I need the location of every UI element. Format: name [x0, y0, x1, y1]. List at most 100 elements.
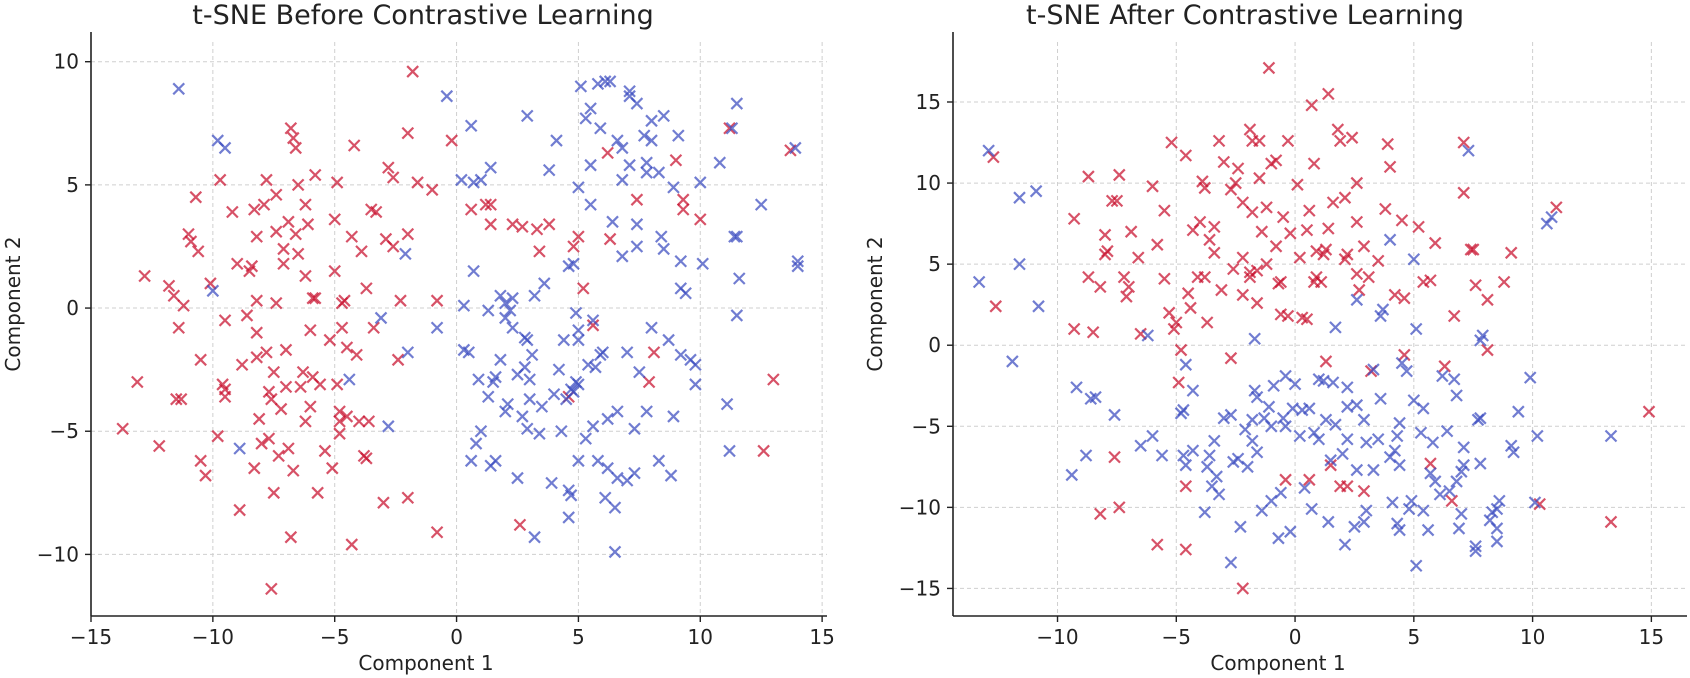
- left-plot-point-class_a: [411, 176, 424, 189]
- right-plot-point-class_a: [1398, 291, 1411, 305]
- left-plot-point-class_b: [206, 284, 220, 298]
- right-plot-point-class_b: [1407, 252, 1421, 266]
- left-plot-point-class_a: [347, 139, 361, 152]
- left-plot-y-tick-label: 5: [66, 173, 79, 197]
- right-plot-point-class_a: [1181, 287, 1195, 300]
- right-plot-point-class_b: [1507, 445, 1520, 459]
- left-plot-point-class_b: [481, 304, 495, 317]
- left-plot-point-class_b: [516, 410, 529, 423]
- left-plot-point-class_b: [674, 348, 688, 362]
- left-plot-point-class_b: [489, 454, 502, 468]
- left-plot-point-class_b: [584, 158, 597, 172]
- left-plot-point-class_b: [645, 321, 658, 335]
- left-plot-point-class_b: [489, 370, 502, 384]
- right-plot-point-class_b: [1250, 445, 1264, 459]
- left-plot-point-class_a: [304, 400, 317, 413]
- left-plot-point-class_a: [301, 218, 315, 231]
- right-plot-point-class_a: [1303, 204, 1316, 217]
- right-plot-point-class_b: [1367, 463, 1380, 477]
- left-plot-point-class_a: [313, 378, 327, 391]
- right-plot-point-class_a: [1198, 270, 1212, 284]
- left-plot-point-class_a: [260, 346, 273, 359]
- left-plot-point-class_a: [386, 171, 400, 184]
- left-plot-point-class_a: [542, 218, 556, 231]
- right-plot-point-class_a: [1457, 136, 1470, 149]
- right-plot-point-class_a: [1362, 270, 1375, 284]
- right-plot-point-class_b: [1474, 411, 1487, 425]
- right-plot-point-class_a: [1179, 149, 1193, 162]
- left-plot-point-class_a: [289, 227, 302, 241]
- right-plot-point-class_b: [1400, 364, 1413, 378]
- right-plot-point-class_b: [1341, 381, 1354, 394]
- left-plot-point-class_b: [623, 158, 636, 172]
- left-plot-point-class_b: [555, 424, 568, 438]
- left-plot-point-class_b: [630, 240, 644, 253]
- right-plot-point-class_a: [1146, 180, 1159, 193]
- left-plot-point-class_b: [542, 163, 556, 177]
- right-plot-point-class_b: [1274, 486, 1288, 500]
- right-plot-point-class_b: [1212, 488, 1226, 501]
- right-plot-point-class_b: [1198, 505, 1212, 519]
- right-plot-point-class_a: [1260, 257, 1273, 271]
- right-plot-point-class_a: [1067, 322, 1081, 336]
- left-plot-point-class_a: [267, 486, 281, 500]
- right-plot-point-class_a: [1108, 450, 1121, 464]
- right-plot-point-class_b: [1450, 389, 1463, 402]
- right-plot-point-class_b: [1383, 233, 1397, 247]
- left-plot-point-class_b: [696, 257, 709, 270]
- left-plot-point-class_a: [325, 461, 339, 475]
- left-plot-point-class_b: [791, 259, 805, 273]
- left-plot-point-class_b: [501, 397, 515, 411]
- left-plot-point-class_a: [152, 439, 166, 453]
- left-plot-point-class_b: [586, 314, 600, 327]
- left-plot-point-class_a: [282, 442, 295, 455]
- right-plot-point-class_a: [1310, 244, 1323, 258]
- right-plot-point-class_b: [1390, 429, 1404, 443]
- left-plot-point-class_a: [572, 230, 585, 243]
- left-plot-point-class_b: [603, 75, 617, 88]
- left-plot-point-class_a: [360, 452, 373, 465]
- right-plot-point-class_a: [1120, 290, 1133, 303]
- right-plot-point-class_b: [1523, 371, 1537, 384]
- left-plot-point-class_b: [374, 311, 388, 325]
- left-plot-point-class_a: [172, 321, 186, 335]
- left-plot-point-class_b: [720, 397, 734, 411]
- left-plot-point-class_a: [250, 230, 263, 243]
- right-plot-point-class_a: [1357, 484, 1371, 498]
- left-plot-point-class_a: [291, 178, 305, 192]
- left-plot-point-class_b: [586, 420, 600, 433]
- right-plot-point-class_b: [1250, 390, 1264, 404]
- right-plot-point-class_b: [1013, 191, 1026, 204]
- right-plot-point-class_a: [1255, 225, 1269, 238]
- right-plot-point-class_b: [1324, 454, 1337, 467]
- right-plot-point-class_a: [1229, 176, 1242, 190]
- left-plot-point-class_b: [462, 346, 476, 359]
- right-plot-point-class_a: [1262, 61, 1276, 75]
- left-plot-point-class_b: [674, 254, 688, 268]
- right-plot-point-class_b: [1006, 355, 1019, 368]
- left-plot-point-class_a: [345, 230, 359, 243]
- left-plot-point-class_a: [299, 269, 312, 283]
- right-plot-point-class_a: [1174, 343, 1188, 357]
- right-plot-point-class_b: [1417, 402, 1430, 415]
- right-plot-point-class_a: [1124, 225, 1138, 238]
- left-plot-point-class_b: [499, 311, 512, 325]
- right-plot-point-class_a: [1105, 194, 1119, 208]
- left-plot-point-class_b: [667, 181, 680, 194]
- left-plot-point-class_b: [511, 471, 524, 485]
- left-plot-point-class_a: [323, 333, 337, 347]
- left-plot-point-class_a: [204, 277, 217, 290]
- right-plot-point-class_b: [982, 144, 995, 157]
- right-plot-point-class_a: [1457, 186, 1470, 200]
- left-plot-point-class_b: [552, 363, 566, 376]
- right-plot-point-class_b: [1322, 515, 1335, 529]
- right-plot-point-class_a: [1466, 243, 1480, 256]
- right-plot-point-class_a: [1279, 473, 1292, 487]
- left-plot-point-class_a: [274, 402, 288, 416]
- right-plot-point-class_a: [1198, 181, 1212, 195]
- left-plot-point-class_b: [569, 306, 583, 320]
- left-plot-point-class_b: [518, 360, 532, 374]
- left-plot-point-class_b: [499, 405, 512, 418]
- right-plot-point-class_b: [1284, 525, 1297, 538]
- right-plot-point-class_b: [1155, 449, 1169, 462]
